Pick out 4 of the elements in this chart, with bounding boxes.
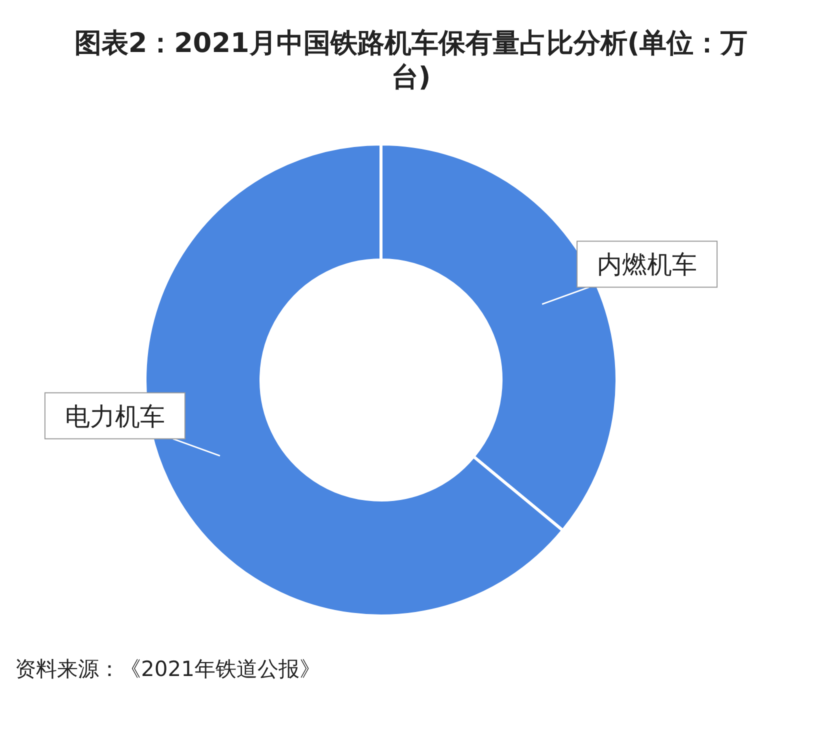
text: 资料来源：《2021年铁道公报》	[15, 657, 320, 681]
slice-label: 电力机车	[64, 402, 165, 431]
chart-title: 图表2：2021月中国铁路机车保有量占比分析(单位：万台)	[74, 28, 748, 93]
slice-label: 内燃机车	[597, 250, 698, 280]
